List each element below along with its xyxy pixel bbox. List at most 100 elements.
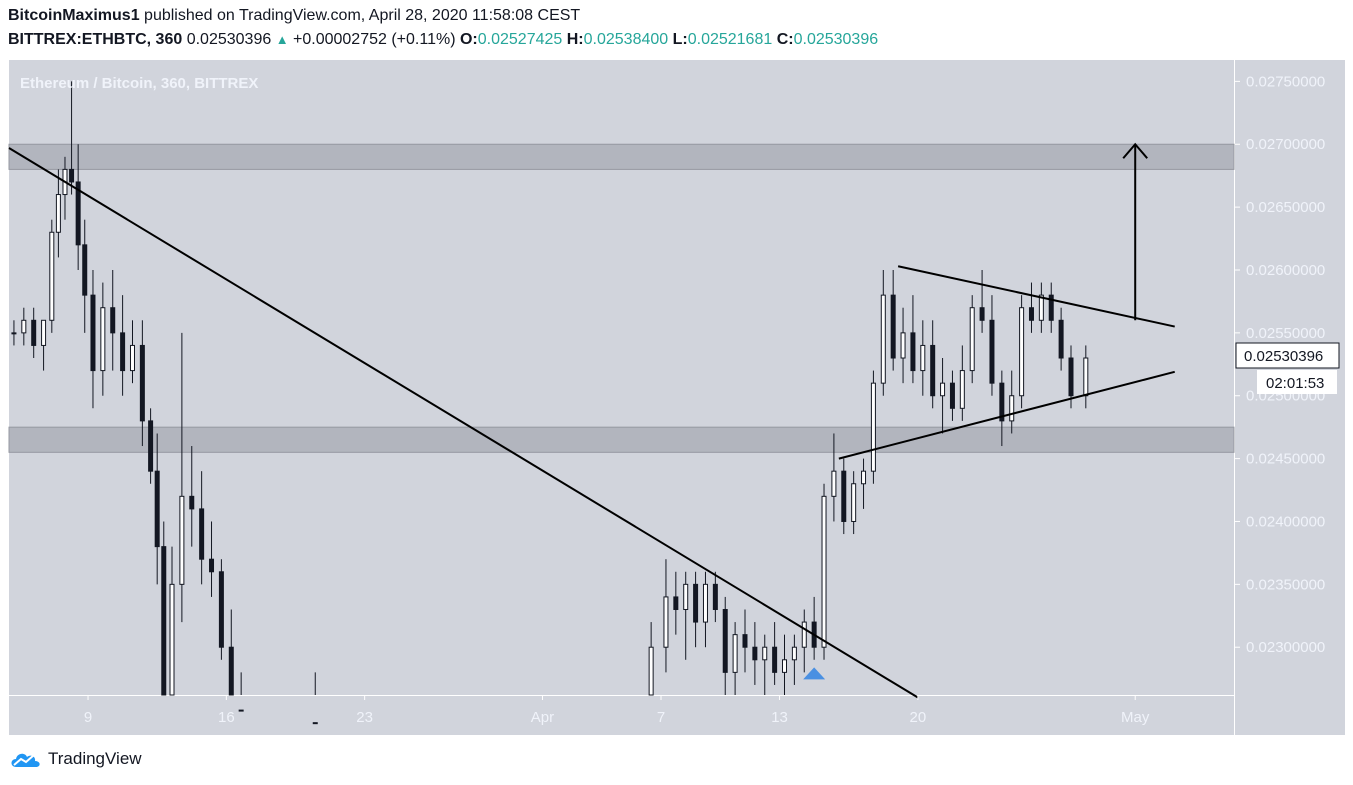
candle-body — [11, 332, 17, 335]
candle-10 — [90, 269, 96, 409]
author-name[interactable]: BitcoinMaximus1 — [8, 7, 140, 24]
candle-63 — [999, 370, 1005, 447]
high-value: 0.02538400 — [583, 31, 669, 48]
candle-body — [989, 319, 995, 384]
candle-33 — [702, 571, 708, 648]
x-tick-label: 13 — [771, 709, 788, 726]
candle-body — [801, 621, 807, 648]
candle-61 — [979, 269, 985, 333]
trendline-1[interactable] — [838, 370, 1175, 460]
y-tick-label: 0.02400000 — [1246, 513, 1325, 530]
zone-1 — [8, 426, 1235, 453]
candle-7 — [69, 81, 75, 195]
candle-57 — [940, 358, 946, 434]
x-tick-label: Apr — [531, 709, 554, 726]
zone-0 — [8, 143, 1235, 170]
x-tick-label: May — [1121, 709, 1150, 726]
publish-header: BitcoinMaximus1 published on TradingView… — [8, 7, 580, 25]
x-tick-label: 20 — [910, 709, 927, 726]
candle-32 — [693, 571, 699, 648]
candle-body — [683, 583, 689, 610]
footer-brand[interactable]: TradingView — [8, 748, 142, 770]
trendline-2[interactable] — [897, 265, 1175, 328]
candle-47 — [841, 458, 847, 535]
trendline-0[interactable] — [8, 147, 919, 699]
candle-4 — [49, 219, 55, 333]
candle-body — [910, 332, 916, 372]
candle-38 — [752, 622, 758, 685]
candle-60 — [969, 295, 975, 384]
candlestick-chart[interactable]: 0.02750000 0.02700000 0.02650000 0.02600000… — [0, 0, 1353, 740]
price-axis[interactable] — [1235, 60, 1345, 735]
candle-body — [979, 307, 985, 321]
y-tick-label: 0.02750000 — [1246, 73, 1325, 90]
symbol-label: BITTREX:ETHBTC, 360 — [8, 31, 183, 48]
close-label: C: — [776, 31, 794, 48]
y-tick-label: 0.02600000 — [1246, 262, 1325, 279]
candle-body — [1058, 319, 1064, 359]
candle-20 — [179, 332, 185, 623]
candle-body — [189, 495, 195, 510]
candle-body — [218, 571, 224, 648]
candle-8 — [75, 144, 81, 270]
candle-body — [791, 646, 797, 661]
candle-body — [238, 709, 244, 712]
candle-17 — [154, 433, 160, 585]
candle-body — [49, 231, 55, 321]
candle-body — [959, 370, 965, 409]
candle-64 — [1009, 370, 1015, 434]
candle-body — [31, 319, 37, 346]
candle-body — [1038, 294, 1044, 321]
candle-body — [712, 583, 718, 610]
candle-body — [940, 382, 946, 397]
candle-body — [1048, 294, 1054, 321]
candle-body — [969, 307, 975, 372]
candle-body — [999, 382, 1005, 422]
candle-5 — [55, 169, 61, 258]
candle-body — [821, 495, 827, 648]
candle-42 — [791, 634, 797, 685]
candle-65 — [1019, 295, 1025, 409]
candle-body — [841, 470, 847, 522]
candle-body — [90, 294, 96, 372]
candle-body — [209, 558, 215, 573]
candle-body — [870, 382, 876, 472]
y-tick-label: 0.02350000 — [1246, 576, 1325, 593]
candle-41 — [782, 634, 788, 695]
candle-body — [742, 634, 748, 648]
candle-11 — [100, 282, 106, 396]
candle-body — [1083, 357, 1089, 397]
candle-52 — [890, 269, 896, 371]
candle-body — [673, 596, 679, 610]
candle-24 — [218, 559, 224, 660]
candle-body — [139, 344, 145, 422]
candle-35 — [722, 596, 728, 695]
candle-34 — [712, 571, 718, 623]
candle-3 — [41, 319, 47, 371]
candle-body — [21, 319, 27, 334]
candle-body — [861, 470, 867, 485]
candle-12 — [110, 269, 116, 371]
candle-54 — [910, 295, 916, 384]
candle-1 — [21, 307, 27, 346]
target-arrow[interactable] — [1122, 142, 1148, 321]
candle-68 — [1048, 282, 1054, 333]
candle-16 — [148, 408, 154, 484]
candle-body — [762, 646, 768, 661]
candle-36 — [732, 622, 738, 695]
time-axis[interactable] — [9, 695, 1234, 735]
last-price-tag[interactable]: 0.02530396 02:01:53 — [1235, 342, 1340, 394]
candle-30 — [673, 571, 679, 635]
candle-body — [1028, 307, 1034, 321]
close-value: 0.02530396 — [793, 31, 879, 48]
candle-51 — [880, 269, 886, 396]
y-tick-label: 0.02700000 — [1246, 136, 1325, 153]
candle-body — [75, 181, 81, 246]
candle-body — [82, 244, 88, 296]
candle-body — [890, 294, 896, 359]
candle-body — [752, 646, 758, 661]
candle-69 — [1058, 307, 1064, 371]
candle-body — [949, 382, 955, 409]
candle-23 — [209, 521, 215, 597]
candle-body — [693, 583, 699, 623]
